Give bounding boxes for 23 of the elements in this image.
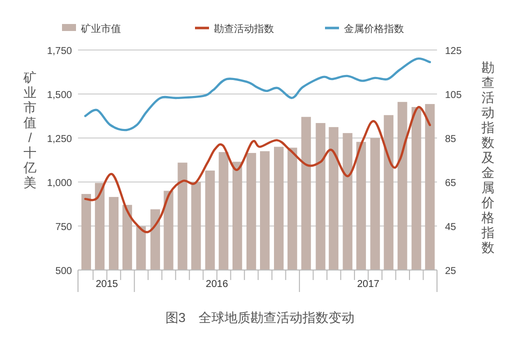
y-tick-label: 1,500 <box>46 90 72 101</box>
y2-tick-label: 85 <box>445 134 457 145</box>
y-tick-label: 500 <box>55 266 72 277</box>
y-tick-label: 1,250 <box>46 134 72 145</box>
line-series <box>84 58 431 132</box>
legend-label: 勘查活动指数 <box>214 23 274 35</box>
y-tick-label: 1,750 <box>46 46 72 57</box>
x-tick-label: 2015 <box>96 279 118 290</box>
y-tick-label: 750 <box>55 222 72 233</box>
x-tick-label: 2016 <box>206 279 228 290</box>
legend-label: 矿业市值 <box>80 23 121 35</box>
text: 勘查活动指数及金属价格指数 <box>482 60 494 255</box>
legend-label: 金属价格指数 <box>344 23 404 35</box>
x-tick-label: 2017 <box>357 279 380 290</box>
y2-tick-label: 25 <box>445 266 457 277</box>
y-tick-label: 1,000 <box>46 178 72 189</box>
y2-tick-label: 65 <box>445 178 457 189</box>
caption: 图3 全球地质勘查活动指数变动 <box>165 310 355 325</box>
y2-tick-label: 45 <box>445 222 457 233</box>
y2-tick-label: 125 <box>445 46 462 57</box>
y2-tick-label: 105 <box>445 90 462 101</box>
y-axis-title: 矿业市值/十亿美 <box>22 70 36 190</box>
line-series <box>84 106 431 234</box>
